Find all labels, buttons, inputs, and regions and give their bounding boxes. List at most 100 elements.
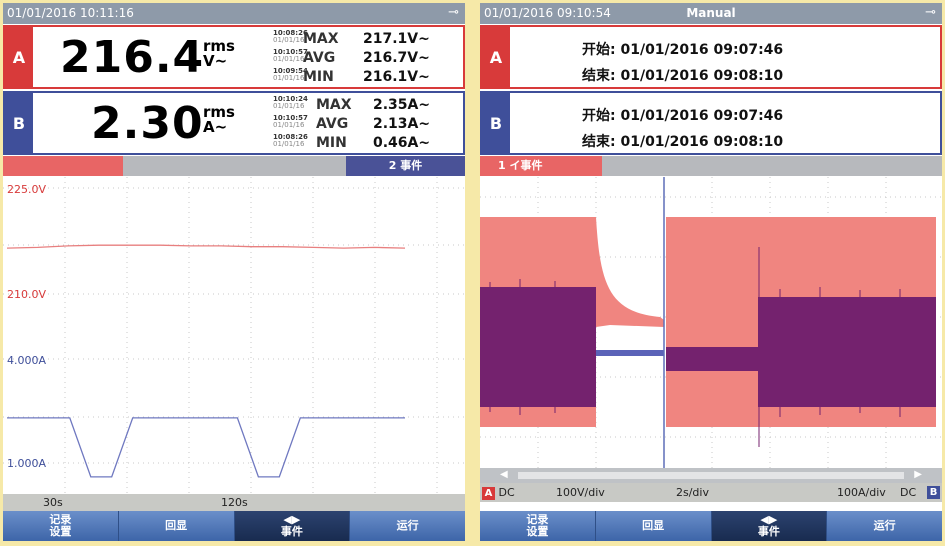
channel-b-reading: 2.30	[91, 98, 204, 149]
softkey-replay[interactable]: 回显	[595, 511, 712, 541]
time-scrollbar[interactable]: ◀ ▶	[480, 468, 942, 483]
unit-type: V~	[203, 52, 228, 70]
stat-value: 2.35A~	[373, 97, 431, 113]
stat-value: 216.7V~	[363, 50, 430, 66]
mode-label: Manual	[686, 6, 736, 20]
channel-b-badge: B	[5, 93, 33, 153]
start-time: 开始: 01/01/2016 09:07:46	[582, 42, 784, 58]
channel-b-badge: B	[482, 93, 510, 153]
softkey-run[interactable]: 运行	[827, 511, 942, 541]
trend-plot: 225.0V 210.0V 4.000A 1.000A	[3, 177, 465, 494]
scroll-left-arrow-icon[interactable]: ◀	[500, 469, 508, 480]
stat-value: 2.13A~	[373, 116, 431, 132]
stat-time: 10:10:24 01/01/16	[273, 95, 308, 110]
event-bar[interactable]: 1 イ事件	[480, 156, 942, 176]
softkey-record-setup[interactable]: 记录 设置	[3, 511, 119, 541]
datetime: 01/01/2016 09:10:54	[484, 6, 611, 20]
current-envelope	[480, 287, 936, 407]
channel-a-badge: A	[5, 27, 33, 87]
left-right-arrows-icon: ◀▶	[283, 513, 301, 526]
stat-label: AVG	[316, 116, 349, 132]
end-time: 结束: 01/01/2016 09:08:10	[582, 134, 784, 150]
channel-a-panel[interactable]: A 开始: 01/01/2016 09:07:46 结束: 01/01/2016…	[480, 25, 942, 89]
stat-label: AVG	[303, 50, 336, 66]
left-screen: 01/01/2016 10:11:16 ⊸ A 216.4 rms V~ 10:…	[3, 3, 465, 541]
stat-label: MIN	[316, 135, 347, 151]
unit-type: A~	[203, 118, 228, 136]
softkey-events[interactable]: ◀▶ 事件	[234, 511, 351, 541]
stat-label: MIN	[303, 69, 334, 85]
unit-rms: rms	[203, 103, 235, 121]
softkey-label: 事件	[757, 525, 780, 538]
status-bar: 01/01/2016 09:10:54 Manual ⊸	[480, 3, 942, 24]
softkey-bar: 记录 设置 回显 ◀▶ 事件 运行	[480, 511, 942, 541]
current-scale: 100A/div	[837, 486, 886, 499]
softkey-run[interactable]: 运行	[350, 511, 465, 541]
channel-b-panel[interactable]: B 开始: 01/01/2016 09:07:46 结束: 01/01/2016…	[480, 91, 942, 155]
stat-label: MAX	[303, 31, 339, 47]
time-axis: 30s 120s	[3, 494, 465, 511]
stat-time: 10:10:57 01/01/16	[273, 48, 308, 63]
unit-rms: rms	[203, 37, 235, 55]
stat-time: 10:09:54 01/01/16	[273, 67, 308, 82]
left-right-arrows-icon: ◀▶	[760, 513, 778, 526]
stat-time: 10:08:26 01/01/16	[273, 29, 308, 44]
softkey-label: 运行	[873, 519, 896, 532]
stat-time: 10:10:57 01/01/16	[273, 114, 308, 129]
waveform-noise	[489, 247, 901, 447]
y-label-a-top: 4.000A	[7, 354, 46, 367]
softkey-record-setup[interactable]: 记录 设置	[480, 511, 596, 541]
y-label-a-bottom: 1.000A	[7, 457, 46, 470]
event-marker-red	[3, 156, 123, 176]
event-marker-red: 1 イ事件	[480, 156, 602, 176]
y-label-v-top: 225.0V	[7, 183, 46, 196]
softkey-label: 记录	[49, 513, 72, 526]
event-count: 2 事件	[346, 156, 465, 176]
scroll-right-arrow-icon[interactable]: ▶	[914, 469, 922, 480]
event-label: 1 イ事件	[498, 159, 543, 172]
stat-value: 216.1V~	[363, 69, 430, 85]
datetime: 01/01/2016 10:11:16	[7, 6, 134, 20]
softkey-label: 运行	[396, 519, 419, 532]
time-scale: 2s/div	[676, 486, 709, 499]
event-bar[interactable]: 2 事件	[3, 156, 465, 176]
softkey-bar: 记录 设置 回显 ◀▶ 事件 运行	[3, 511, 465, 541]
coupling-b: DC	[900, 486, 917, 499]
current-trend-line	[7, 417, 405, 478]
stat-value: 217.1V~	[363, 31, 430, 47]
softkey-label: 设置	[49, 525, 72, 538]
plot-grid	[3, 177, 465, 494]
y-label-v-bottom: 210.0V	[7, 288, 46, 301]
stat-time: 10:08:26 01/01/16	[273, 133, 308, 148]
start-time: 开始: 01/01/2016 09:07:46	[582, 108, 784, 124]
softkey-events[interactable]: ◀▶ 事件	[711, 511, 828, 541]
channel-a-reading: 216.4	[60, 32, 205, 83]
coupling-a: DC	[498, 486, 515, 499]
status-bar: 01/01/2016 10:11:16 ⊸	[3, 3, 465, 24]
channel-b-tag: B	[927, 486, 940, 499]
softkey-replay[interactable]: 回显	[118, 511, 235, 541]
softkey-label: 设置	[526, 525, 549, 538]
softkey-label: 回显	[642, 519, 665, 532]
right-screen: 01/01/2016 09:10:54 Manual ⊸ A 开始: 01/01…	[480, 3, 942, 541]
scale-bar: A DC 100V/div 2s/div 100A/div DC B	[480, 483, 942, 502]
softkey-label: 回显	[165, 519, 188, 532]
channel-a-badge: A	[482, 27, 510, 87]
waveform-plot	[480, 177, 942, 469]
channel-a-tag: A	[482, 487, 495, 500]
channel-a-scale-group: A DC	[482, 486, 515, 500]
voltage-trend-line	[6, 244, 406, 249]
stat-value: 0.46A~	[373, 135, 431, 151]
scroll-track[interactable]	[518, 472, 904, 479]
channel-b-panel[interactable]: B 2.30 rms A~ 10:10:24 01/01/16 MAX 2.35A…	[3, 91, 465, 155]
channel-a-panel[interactable]: A 216.4 rms V~ 10:08:26 01/01/16 MAX 217.…	[3, 25, 465, 89]
time-label: 120s	[221, 496, 248, 509]
stat-label: MAX	[316, 97, 352, 113]
voltage-scale: 100V/div	[556, 486, 605, 499]
power-plug-icon: ⊸	[448, 5, 459, 20]
channel-b-unit: rms A~	[203, 105, 235, 135]
power-plug-icon: ⊸	[925, 5, 936, 20]
end-time: 结束: 01/01/2016 09:08:10	[582, 68, 784, 84]
softkey-label: 事件	[280, 525, 303, 538]
softkey-label: 记录	[526, 513, 549, 526]
